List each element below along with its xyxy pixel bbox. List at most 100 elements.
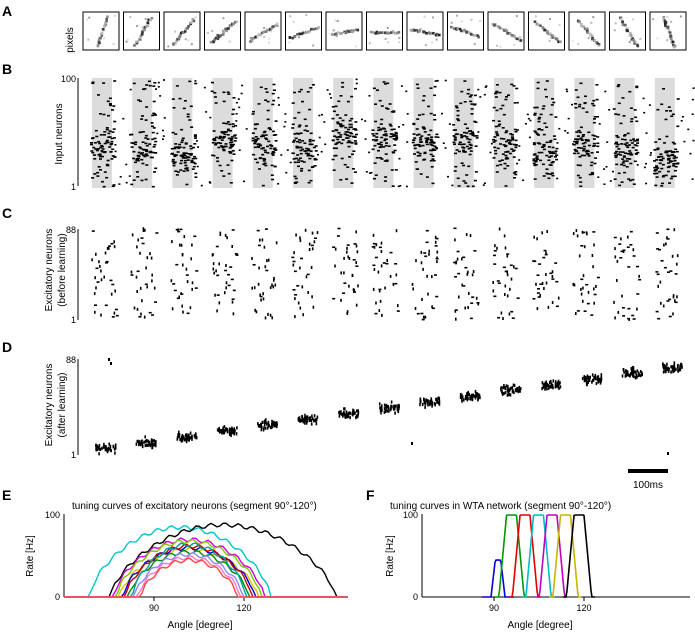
spike: [306, 273, 310, 276]
spike: [543, 287, 545, 290]
spike: [266, 422, 268, 426]
spike: [251, 286, 253, 290]
spike: [575, 140, 579, 143]
spike: [110, 449, 112, 453]
spike: [422, 159, 426, 161]
spike: [419, 139, 423, 141]
spike: [629, 162, 633, 165]
spike: [471, 134, 475, 136]
spike: [229, 428, 231, 433]
spike: [477, 302, 480, 306]
spike: [500, 388, 502, 392]
spike: [309, 150, 313, 152]
spike: [243, 180, 245, 183]
spike: [593, 293, 597, 296]
spike: [514, 144, 518, 146]
spike: [627, 307, 631, 310]
spike: [430, 136, 434, 138]
spike: [590, 161, 594, 164]
spike: [392, 110, 396, 112]
spike: [230, 433, 232, 438]
spike: [438, 397, 441, 401]
spike: [151, 273, 153, 277]
spike: [103, 171, 107, 173]
spike: [114, 289, 116, 293]
spike: [545, 141, 549, 144]
spike: [667, 452, 669, 455]
spike: [139, 251, 141, 255]
spike: [338, 410, 341, 414]
spike: [556, 142, 559, 144]
spike: [463, 80, 467, 82]
spike: [190, 126, 194, 128]
spike: [483, 182, 486, 184]
spike: [197, 146, 199, 148]
spike: [508, 312, 511, 316]
spike: [454, 276, 458, 278]
spike: [444, 79, 447, 82]
spike: [260, 428, 263, 432]
spike: [97, 445, 99, 449]
spike: [489, 151, 492, 154]
spike: [272, 134, 276, 136]
spike: [316, 415, 319, 419]
spike: [641, 371, 643, 375]
spike: [648, 104, 651, 106]
spike: [172, 107, 176, 109]
spike: [373, 144, 377, 147]
spike: [223, 429, 226, 433]
spike: [597, 176, 600, 178]
spike: [588, 173, 592, 176]
spike: [551, 301, 554, 304]
spike: [318, 136, 321, 139]
spike: [504, 270, 508, 273]
spike: [96, 171, 100, 174]
pixel-image: [204, 11, 241, 51]
spike: [668, 298, 672, 301]
spike: [431, 307, 435, 310]
spike: [502, 266, 506, 269]
spike: [464, 394, 467, 398]
spike: [145, 154, 149, 157]
spike: [93, 158, 97, 160]
spike: [582, 286, 584, 290]
spike: [299, 146, 303, 149]
spike: [138, 439, 140, 443]
spike: [591, 173, 594, 176]
spike: [658, 162, 662, 165]
spike: [156, 132, 159, 135]
spike: [448, 123, 451, 125]
spike: [586, 139, 590, 141]
spike: [225, 286, 227, 290]
spike: [177, 147, 181, 149]
spike: [433, 114, 436, 116]
spike: [676, 295, 678, 299]
spike: [272, 99, 276, 102]
spike: [454, 129, 457, 131]
spike: [460, 143, 464, 146]
spike: [272, 83, 276, 86]
spike: [673, 364, 676, 368]
spike: [225, 427, 227, 431]
spike: [665, 242, 667, 246]
spike: [215, 136, 218, 139]
spike: [270, 426, 273, 430]
spike: [500, 386, 502, 390]
spike: [143, 315, 146, 319]
spike: [623, 135, 626, 137]
spike: [544, 381, 547, 385]
spike: [369, 172, 371, 174]
spike: [267, 258, 270, 262]
panel-e-label: E: [2, 487, 11, 503]
spike: [472, 393, 474, 397]
spike: [657, 284, 659, 288]
spike: [139, 147, 143, 150]
pixel-images: [82, 11, 687, 51]
spike: [574, 138, 578, 140]
spike: [494, 92, 498, 95]
spike: [506, 150, 510, 153]
spike: [226, 430, 229, 434]
spike: [463, 151, 467, 153]
spike: [188, 433, 190, 437]
spike: [655, 165, 659, 167]
